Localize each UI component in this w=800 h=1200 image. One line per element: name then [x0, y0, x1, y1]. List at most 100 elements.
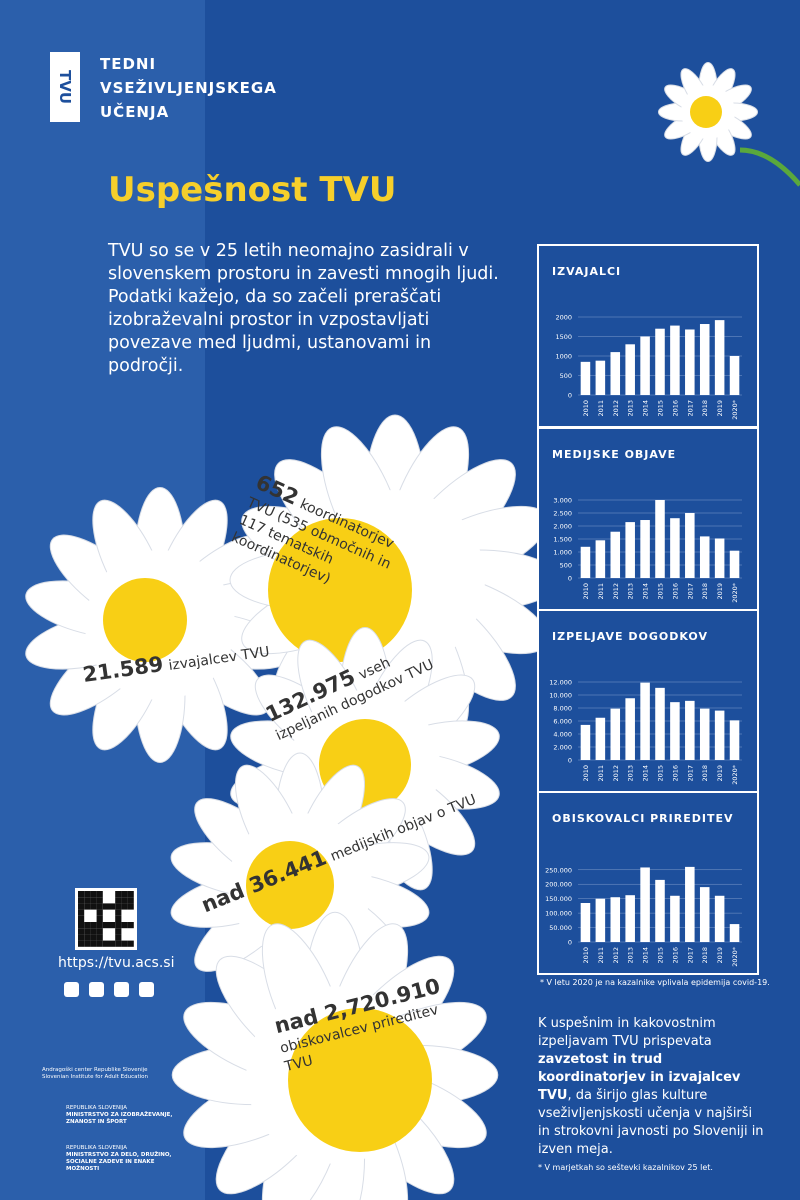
closing-note: * V marjetkah so seštevki kazalnikov 25 …	[538, 1163, 713, 1172]
x-tick-label: 2013	[627, 400, 635, 417]
partner-line: Andragoški center Republike Slovenije	[42, 1067, 148, 1073]
y-tick-label: 3.000	[553, 497, 572, 505]
heading: Uspešnost TVU	[108, 170, 397, 210]
flower-center	[103, 578, 187, 662]
y-tick-label: 2.500	[553, 510, 572, 518]
flower-center	[288, 1008, 432, 1152]
bar	[640, 682, 650, 760]
qr-cell	[115, 940, 122, 947]
qr-cell	[96, 897, 103, 904]
x-tick-label: 2015	[657, 583, 665, 600]
x-tick-label: 2020*	[731, 764, 739, 785]
y-tick-label: 250.000	[545, 866, 572, 874]
bar	[729, 720, 740, 760]
chart-title: OBISKOVALCI PRIREDITEV	[552, 812, 733, 825]
qr-cell	[78, 940, 85, 947]
x-tick-label: 2018	[701, 947, 709, 964]
bar	[729, 356, 740, 395]
x-tick-label: 2014	[642, 765, 650, 782]
qr-cell	[90, 934, 97, 941]
x-tick-label: 2019	[716, 400, 724, 417]
x-tick-label: 2012	[612, 947, 620, 964]
x-tick-label: 2017	[686, 947, 694, 964]
x-tick-label: 2010	[582, 400, 590, 417]
x-tick-label: 2012	[612, 583, 620, 600]
qr-cell	[115, 915, 122, 922]
y-tick-label: 200.000	[545, 881, 572, 889]
y-tick-label: 1500	[555, 333, 572, 341]
x-tick-label: 2010	[582, 765, 590, 782]
y-tick-label: 0	[568, 575, 572, 583]
qr-cell	[102, 922, 109, 929]
social-icon	[64, 982, 79, 997]
qr-cell	[96, 940, 103, 947]
qr-cell	[109, 922, 116, 929]
qr-cell	[115, 903, 122, 910]
logo-mark: TVU	[50, 52, 80, 122]
flower	[229, 414, 561, 746]
bar	[655, 879, 665, 942]
x-tick-label: 2020*	[731, 399, 739, 420]
bar	[640, 520, 650, 578]
bar	[699, 324, 710, 395]
partner-line: MINISTRSTVO ZA DELO, DRUŽINO, SOCIALNE Z…	[66, 1152, 172, 1172]
x-tick-label: 2015	[657, 947, 665, 964]
bar	[580, 903, 591, 942]
y-tick-label: 2.000	[553, 523, 572, 531]
bar	[699, 708, 710, 760]
url[interactable]: https://tvu.acs.si	[58, 955, 175, 971]
qr-cell	[84, 940, 91, 947]
y-tick-label: 150.000	[545, 895, 572, 903]
qr-cell	[78, 903, 85, 910]
y-tick-label: 2.000	[553, 744, 572, 752]
bar	[729, 924, 740, 942]
qr-cell	[109, 903, 116, 910]
qr-cell	[109, 940, 116, 947]
x-tick-label: 2013	[627, 765, 635, 782]
qr-cell	[90, 928, 97, 935]
y-tick-label: 100.000	[545, 910, 572, 918]
qr-cell	[96, 915, 103, 922]
qr-cell	[121, 897, 128, 904]
flower	[25, 487, 295, 763]
x-tick-label: 2011	[597, 400, 605, 417]
qr-cell	[78, 915, 85, 922]
qr-cell	[90, 903, 97, 910]
bar	[670, 325, 680, 395]
flower-center	[690, 96, 722, 128]
x-tick-label: 2019	[716, 947, 724, 964]
y-tick-label: 0	[568, 757, 572, 765]
x-tick-label: 2011	[597, 947, 605, 964]
flower-center	[246, 841, 334, 929]
qr-cell	[127, 891, 134, 898]
closing: K uspešnim in kakovostnim izpeljavam TVU…	[538, 1015, 768, 1159]
qr-cell	[84, 897, 91, 904]
y-tick-label: 1000	[555, 353, 572, 361]
y-tick-label: 1.500	[553, 536, 572, 544]
qr-cell	[121, 903, 128, 910]
logo-line: VSEŽIVLJENJSKEGA	[100, 79, 277, 97]
y-tick-label: 500	[560, 372, 572, 380]
qr-cell	[115, 928, 122, 935]
qr-cell	[84, 934, 91, 941]
x-tick-label: 2014	[642, 583, 650, 600]
closing-bold: zavzetost in trud koordinatorjev in izva…	[538, 1052, 741, 1103]
y-tick-label: 1.000	[553, 549, 572, 557]
bar	[595, 360, 606, 395]
bar	[595, 898, 606, 942]
qr-cell	[102, 903, 109, 910]
x-tick-label: 2013	[627, 583, 635, 600]
bar	[699, 536, 710, 578]
partner-line: REPUBLIKA SLOVENIJA	[66, 1145, 127, 1151]
qr-cell	[121, 922, 128, 929]
qr-cell	[115, 891, 122, 898]
x-tick-label: 2015	[657, 765, 665, 782]
bar	[640, 867, 650, 942]
qr-cell	[121, 940, 128, 947]
bar	[610, 531, 621, 578]
bar	[625, 895, 635, 942]
x-tick-label: 2016	[671, 400, 679, 417]
bar	[625, 344, 635, 395]
y-tick-label: 2000	[555, 314, 572, 322]
